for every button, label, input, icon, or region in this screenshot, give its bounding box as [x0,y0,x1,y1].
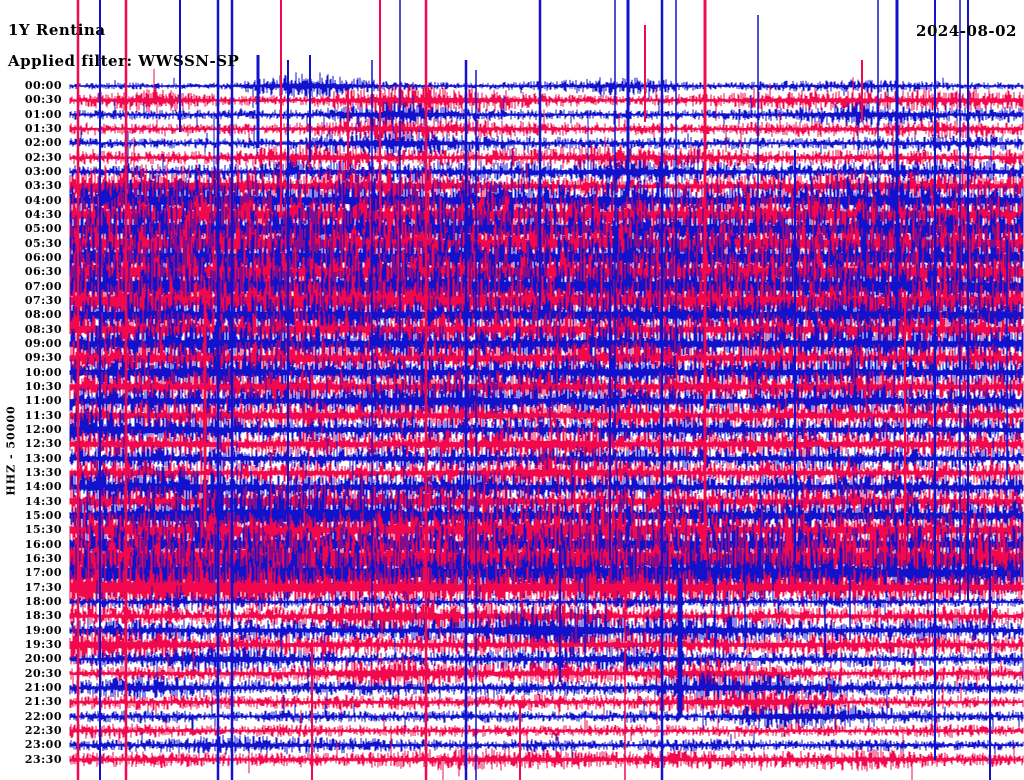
time-label: 13:00 [24,451,62,465]
time-label: 08:30 [24,322,62,336]
time-label: 06:30 [24,265,62,279]
trace-row-21:00 [69,654,1024,735]
time-label: 17:00 [24,566,62,580]
time-label: 10:00 [24,365,62,379]
time-label: 05:30 [24,236,62,250]
time-label: 12:00 [24,422,62,436]
time-label: 00:00 [24,79,62,92]
time-label: 22:00 [24,709,62,723]
time-label: 13:30 [24,465,62,479]
trace-row-17:30 [69,542,1024,636]
filter-label: Applied filter: WWSSN-SP [8,52,240,70]
time-label: 23:30 [24,752,62,766]
time-label: 01:30 [24,121,62,135]
time-label: 19:00 [24,623,62,637]
time-label: 20:30 [24,666,62,680]
time-label: 16:00 [24,537,62,551]
time-label: 03:30 [24,179,62,193]
time-labels-column: 00:00 00:30 01:00 01:30 02:00 02:30 03:00 03:30… [0,0,62,780]
time-label: 22:30 [24,723,62,737]
trace-row-19:30 [69,613,1024,688]
station-title: 1Y Rentina [8,21,106,39]
time-label: 05:00 [24,222,62,236]
trace-row-00:30 [69,68,1024,145]
time-label: 18:30 [24,609,62,623]
time-label: 14:30 [24,494,62,508]
time-label: 04:00 [24,193,62,207]
time-label: 03:00 [24,164,62,178]
time-label: 11:00 [24,394,62,408]
time-label: 07:00 [24,279,62,293]
time-label: 02:30 [24,150,62,164]
time-label: 09:00 [24,336,62,350]
time-label: 23:00 [24,738,62,752]
time-label: 16:30 [24,551,62,565]
date-label: 2024-08-02 [916,22,1017,40]
time-label: 15:00 [24,508,62,522]
time-label: 06:00 [24,250,62,264]
time-label: 12:30 [24,437,62,451]
trace-row-22:30 [69,710,1024,749]
time-label: 08:00 [24,308,62,322]
time-label: 14:00 [24,480,62,494]
time-label: 07:30 [24,293,62,307]
trace-row-23:30 [69,727,1024,780]
trace-row-23:00 [69,732,1024,766]
trace-row-18:00 [69,577,1024,621]
time-label: 11:30 [24,408,62,422]
trace-row-20:30 [69,634,1024,710]
time-label: 00:30 [24,93,62,107]
time-label: 01:00 [24,107,62,121]
time-label: 04:30 [24,207,62,221]
time-label: 17:30 [24,580,62,594]
time-label: 20:00 [24,652,62,666]
time-label: 21:00 [24,680,62,694]
time-label: 21:30 [24,695,62,709]
trace-row-20:00 [69,632,1024,690]
time-label: 19:30 [24,637,62,651]
time-label: 10:30 [24,379,62,393]
time-label: 18:00 [24,594,62,608]
time-label: 02:00 [24,136,62,150]
time-label: 15:30 [24,523,62,537]
time-label: 09:30 [24,351,62,365]
trace-row-22:00 [69,694,1024,737]
